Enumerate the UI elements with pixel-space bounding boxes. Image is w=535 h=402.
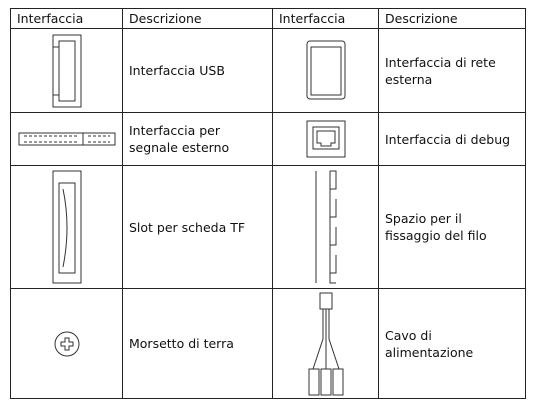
- icon-cell: [10, 165, 123, 289]
- header-cell: Descrizione: [378, 8, 526, 29]
- header-row: Interfaccia Descrizione Interfaccia Desc…: [10, 8, 526, 29]
- debug-port-icon: [306, 120, 345, 158]
- description: Interfaccia USB: [122, 28, 273, 113]
- icon-cell: [10, 288, 123, 399]
- icon-cell: [10, 112, 123, 166]
- description: Interfaccia di rete esterna: [378, 28, 526, 113]
- icon-cell: [272, 288, 379, 399]
- signal-connector-icon: [18, 132, 115, 146]
- description: Interfaccia di debug: [378, 112, 526, 166]
- header-cell: Interfaccia: [272, 8, 379, 29]
- usb-icon: [52, 34, 81, 107]
- icon-cell: [272, 28, 379, 113]
- description: Morsetto di terra: [122, 288, 273, 399]
- tf-slot-icon: [52, 170, 81, 284]
- ethernet-icon: [306, 40, 345, 99]
- description: Interfaccia per segnale esterno: [122, 112, 273, 166]
- wire-fixing-icon: [315, 170, 336, 284]
- header-cell: Descrizione: [122, 8, 273, 29]
- interface-table: Interfaccia Descrizione Interfaccia Desc…: [10, 8, 526, 399]
- icon-cell: [10, 28, 123, 113]
- row: Morsetto di terra Cavo di alimentazione: [10, 288, 526, 399]
- description: Cavo di alimentazione: [378, 288, 526, 399]
- power-cable-icon: [308, 292, 343, 395]
- icon-cell: [272, 165, 379, 289]
- ground-terminal-icon: [54, 331, 79, 356]
- row: Slot per scheda TF Spazio per il fissagg…: [10, 165, 526, 289]
- description: Spazio per il fissaggio del filo: [378, 165, 526, 289]
- header-cell: Interfaccia: [10, 8, 123, 29]
- icon-cell: [272, 112, 379, 166]
- row: Interfaccia USB Interfaccia di rete este…: [10, 28, 526, 113]
- row: Interfaccia per segnale esterno Interfac…: [10, 112, 526, 166]
- description: Slot per scheda TF: [122, 165, 273, 289]
